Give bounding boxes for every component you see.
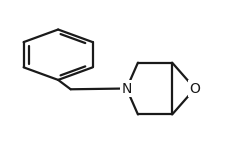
- Text: O: O: [189, 82, 200, 96]
- Text: N: N: [121, 82, 131, 96]
